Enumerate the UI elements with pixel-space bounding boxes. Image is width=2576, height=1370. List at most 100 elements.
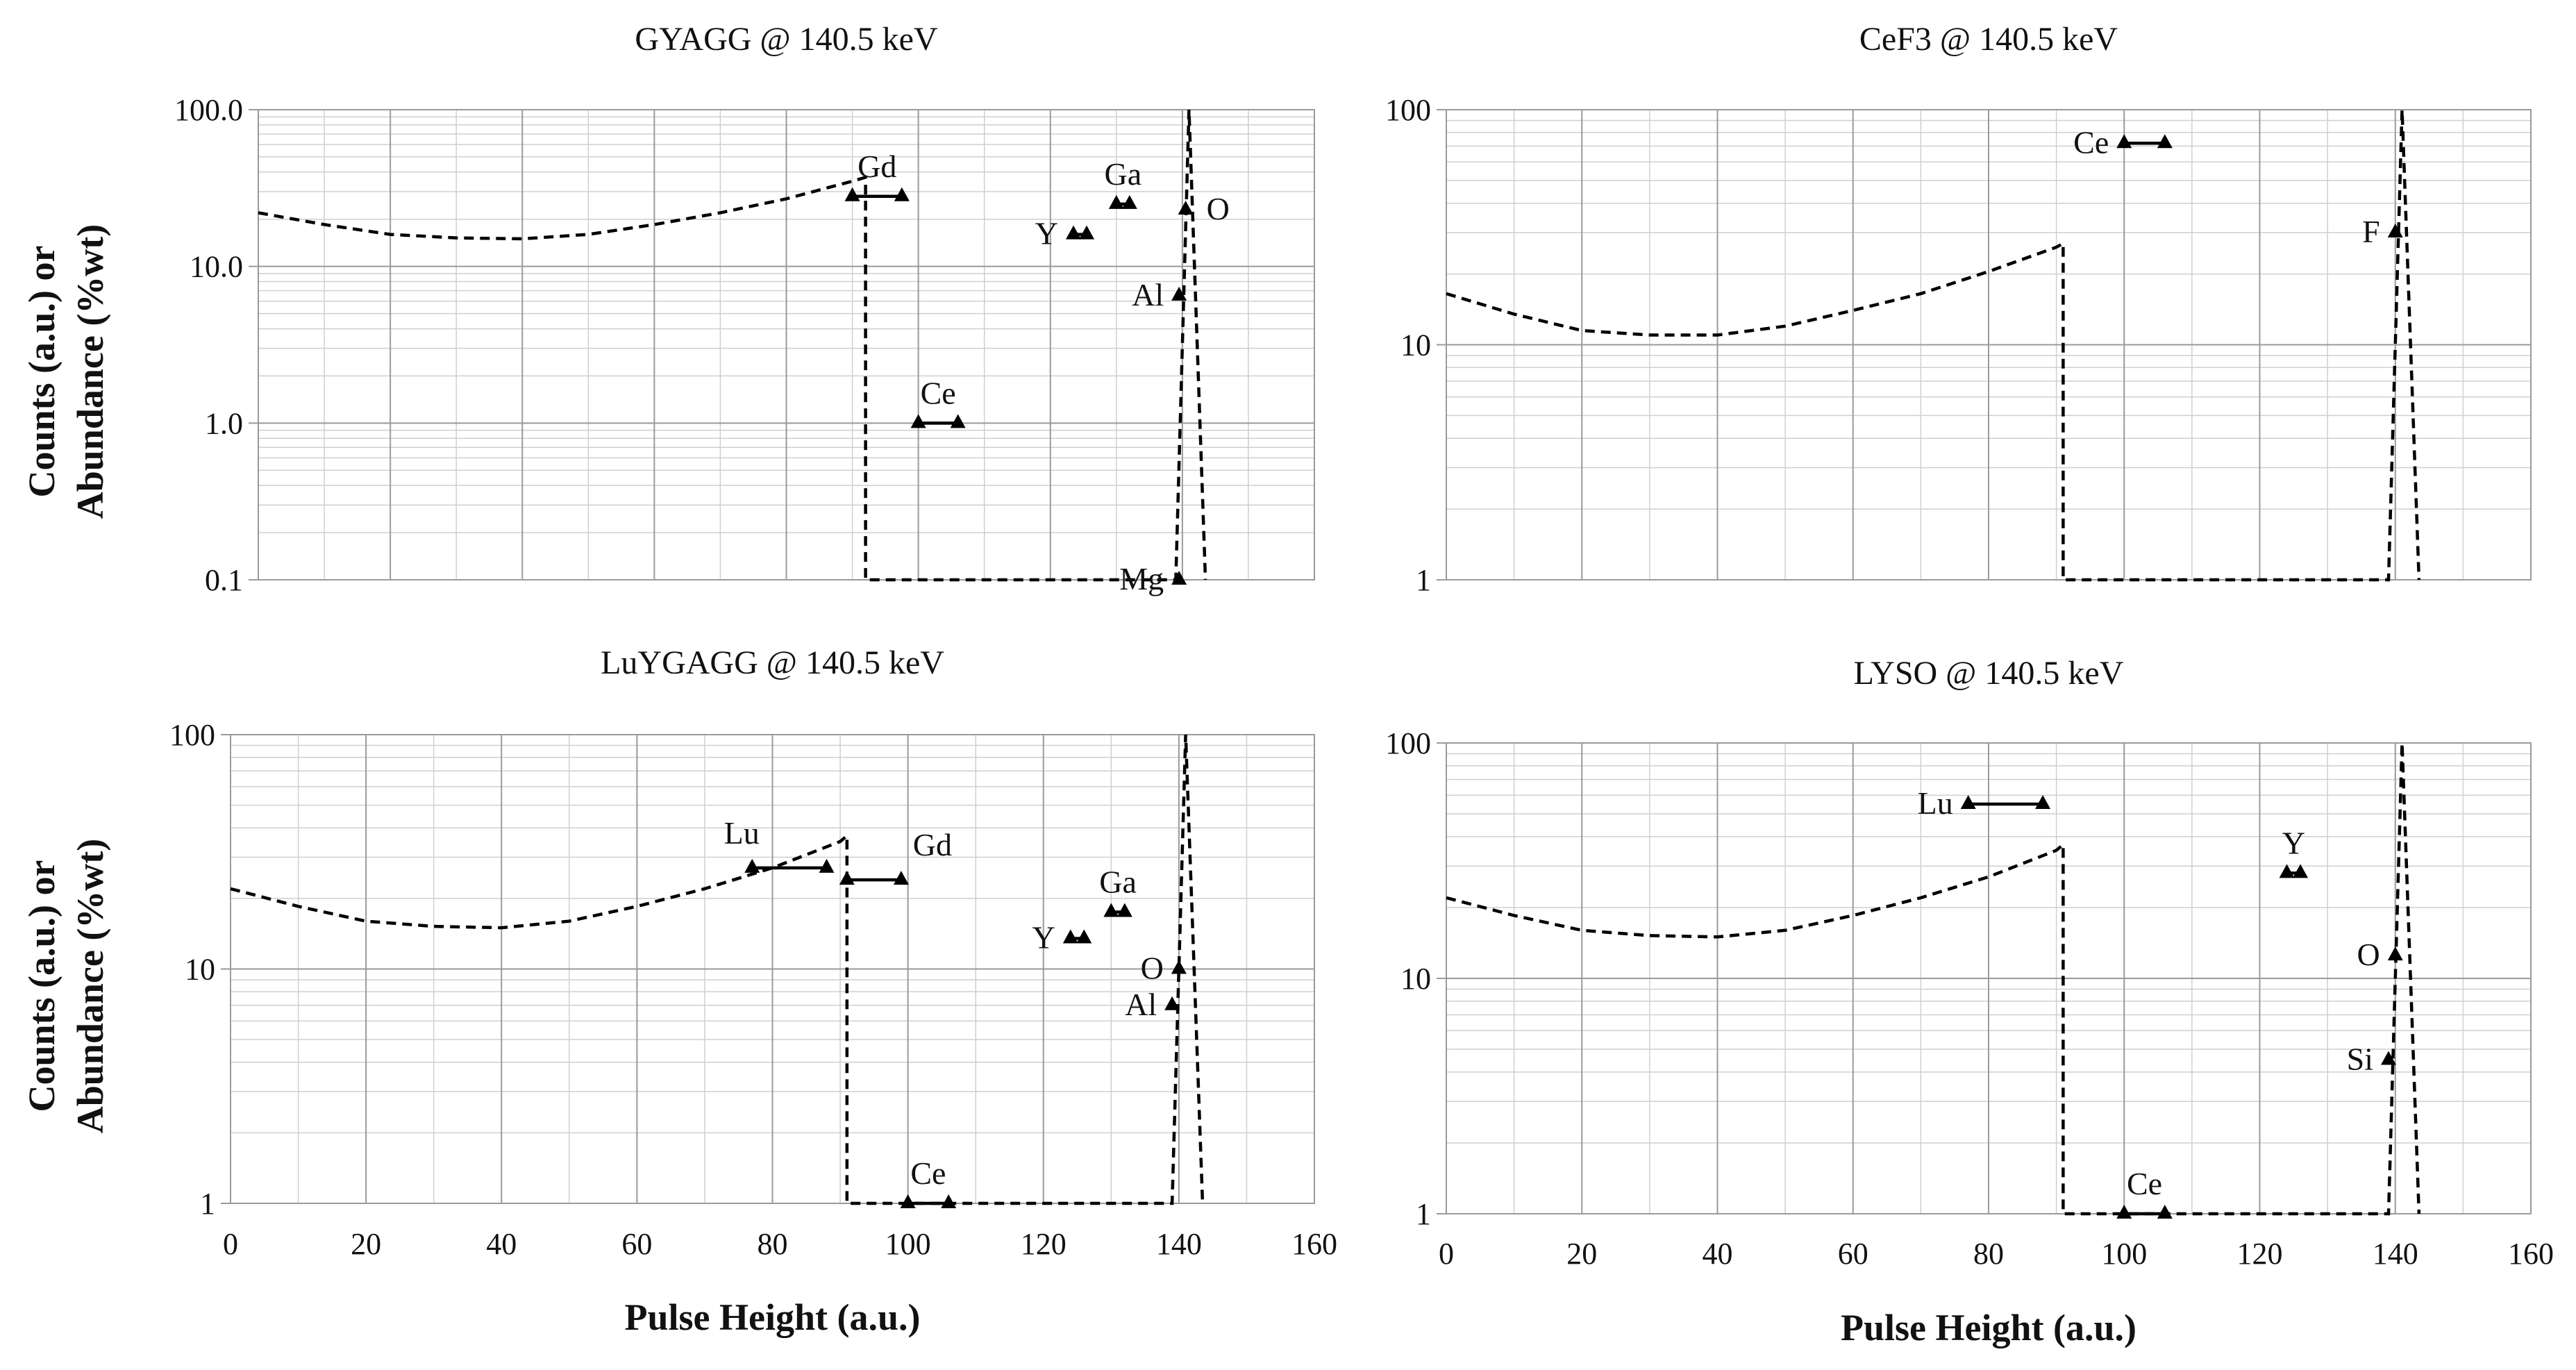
element-marker-lu: Lu bbox=[1918, 785, 2051, 821]
element-triangle bbox=[1171, 571, 1187, 585]
element-triangle bbox=[2293, 864, 2309, 878]
chart-title: LYSO @ 140.5 keV bbox=[1854, 655, 2124, 692]
y-axis-label-bottom-line1: Counts (a.u.) or bbox=[21, 860, 62, 1112]
y-axis-label-top-line2: Abundance (%wt) bbox=[69, 224, 111, 519]
x-tick-label: 80 bbox=[1973, 1237, 2004, 1271]
element-label: Y bbox=[1032, 920, 1055, 955]
element-triangle bbox=[2380, 1051, 2396, 1065]
element-triangle bbox=[893, 871, 909, 885]
chart-panels: GYAGG @ 140.5 keV 0.1 1.0 10.0 100.0 Gd Ce Y Ga O… bbox=[169, 21, 2554, 1348]
x-axis-label: Pulse Height (a.u.) bbox=[625, 1296, 921, 1338]
element-triangle bbox=[1121, 194, 1137, 209]
element-marker-gd: Gd bbox=[839, 827, 952, 885]
chart-panel-2: CeF3 @ 140.5 keV 1 10 100 Ce F bbox=[1385, 21, 2532, 597]
x-tick-label: 120 bbox=[2237, 1237, 2283, 1271]
element-triangle bbox=[1178, 201, 1194, 215]
element-triangle bbox=[1960, 795, 1976, 810]
y-tick-label: 1.0 bbox=[205, 406, 243, 440]
x-tick-label: 20 bbox=[1566, 1237, 1597, 1271]
chart-title: LuYGAGG @ 140.5 keV bbox=[601, 644, 944, 681]
element-triangle bbox=[1171, 960, 1187, 974]
x-tick-label: 140 bbox=[2373, 1237, 2418, 1271]
element-label: O bbox=[1141, 951, 1164, 986]
chart-title: GYAGG @ 140.5 keV bbox=[635, 21, 938, 58]
y-axis-label-top-line1: Counts (a.u.) or bbox=[21, 245, 62, 497]
y-tick-label: 100 bbox=[1385, 93, 1431, 127]
element-marker-y: Y bbox=[2279, 825, 2309, 878]
x-tick-label: 160 bbox=[2508, 1237, 2554, 1271]
y-tick-label: 10 bbox=[1400, 328, 1431, 362]
element-triangle bbox=[1076, 929, 1092, 944]
element-triangle bbox=[1079, 225, 1095, 240]
element-label: Ga bbox=[1104, 156, 1141, 192]
element-label: Mg bbox=[1119, 561, 1164, 596]
spectrum-curve bbox=[1446, 742, 2421, 1216]
element-label: Al bbox=[1125, 987, 1157, 1022]
element-triangle bbox=[1103, 903, 1119, 917]
element-triangle bbox=[910, 414, 926, 428]
element-marker-y: Y bbox=[1035, 216, 1095, 251]
element-label: F bbox=[2362, 214, 2380, 249]
element-marker-lu: Lu bbox=[724, 815, 835, 873]
y-tick-label: 1 bbox=[1416, 563, 1431, 597]
element-marker-ce: Ce bbox=[2116, 1166, 2173, 1219]
element-label: Ce bbox=[2073, 124, 2109, 160]
element-label: Ce bbox=[910, 1155, 946, 1191]
chart-panel-3: LuYGAGG @ 140.5 keV 1 10 100 0 20 40 60 80 100 120… bbox=[169, 644, 1337, 1338]
x-tick-label: 40 bbox=[1703, 1237, 1733, 1271]
x-tick-label: 20 bbox=[351, 1227, 381, 1261]
element-label: O bbox=[2357, 937, 2380, 972]
chart-panel-1: GYAGG @ 140.5 keV 0.1 1.0 10.0 100.0 Gd Ce Y Ga O… bbox=[174, 21, 1315, 597]
element-triangle bbox=[894, 187, 910, 201]
element-label: Gd bbox=[858, 149, 896, 184]
x-tick-label: 40 bbox=[486, 1227, 517, 1261]
element-triangle bbox=[950, 414, 966, 428]
element-marker-o: O bbox=[1141, 951, 1187, 986]
element-triangle bbox=[2387, 223, 2403, 237]
element-label: O bbox=[1207, 191, 1230, 226]
element-triangle bbox=[2116, 134, 2132, 149]
element-label: Lu bbox=[724, 815, 760, 851]
element-label: Ce bbox=[921, 375, 956, 410]
element-triangle bbox=[1164, 996, 1180, 1010]
element-triangle bbox=[1062, 929, 1078, 944]
element-triangle bbox=[2157, 1205, 2173, 1219]
element-marker-o: O bbox=[1178, 191, 1230, 226]
element-marker-ga: Ga bbox=[1099, 864, 1137, 917]
element-triangle bbox=[1108, 194, 1124, 209]
spectrum-curve bbox=[230, 734, 1205, 1205]
x-tick-label: 100 bbox=[2101, 1237, 2147, 1271]
y-tick-label: 10 bbox=[185, 953, 215, 987]
x-tick-label: 140 bbox=[1156, 1227, 1202, 1261]
spectrum-curve bbox=[1446, 109, 2421, 582]
element-triangle bbox=[2279, 864, 2295, 878]
x-axis-label: Pulse Height (a.u.) bbox=[1841, 1307, 2136, 1348]
element-triangle bbox=[2387, 946, 2403, 961]
element-marker-gd: Gd bbox=[844, 149, 910, 201]
x-tick-label: 0 bbox=[223, 1227, 238, 1261]
x-tick-label: 80 bbox=[758, 1227, 788, 1261]
element-triangle bbox=[844, 187, 860, 201]
element-label: Al bbox=[1132, 277, 1164, 312]
element-triangle bbox=[2116, 1205, 2132, 1219]
spectrum-curve bbox=[258, 109, 1207, 582]
element-triangle bbox=[2035, 795, 2051, 810]
element-triangle bbox=[941, 1194, 957, 1208]
element-label: Y bbox=[2282, 825, 2305, 860]
element-triangle bbox=[900, 1194, 916, 1208]
element-marker-al: Al bbox=[1132, 277, 1187, 312]
element-marker-al: Al bbox=[1125, 987, 1180, 1022]
chart-title: CeF3 @ 140.5 keV bbox=[1859, 21, 2118, 58]
y-tick-label: 100 bbox=[1385, 726, 1431, 760]
y-tick-label: 1 bbox=[200, 1187, 215, 1221]
element-label: Ce bbox=[2127, 1166, 2162, 1201]
element-marker-ga: Ga bbox=[1104, 156, 1141, 209]
y-tick-label: 10.0 bbox=[190, 250, 243, 284]
element-triangle bbox=[1066, 225, 1082, 240]
element-marker-f: F bbox=[2362, 214, 2403, 249]
x-tick-label: 100 bbox=[885, 1227, 931, 1261]
element-triangle bbox=[744, 858, 760, 873]
element-label: Ga bbox=[1099, 864, 1137, 899]
element-triangle bbox=[1116, 903, 1132, 917]
chart-panel-4: LYSO @ 140.5 keV 1 10 100 0 20 40 60 80 100 120 140… bbox=[1385, 655, 2554, 1348]
